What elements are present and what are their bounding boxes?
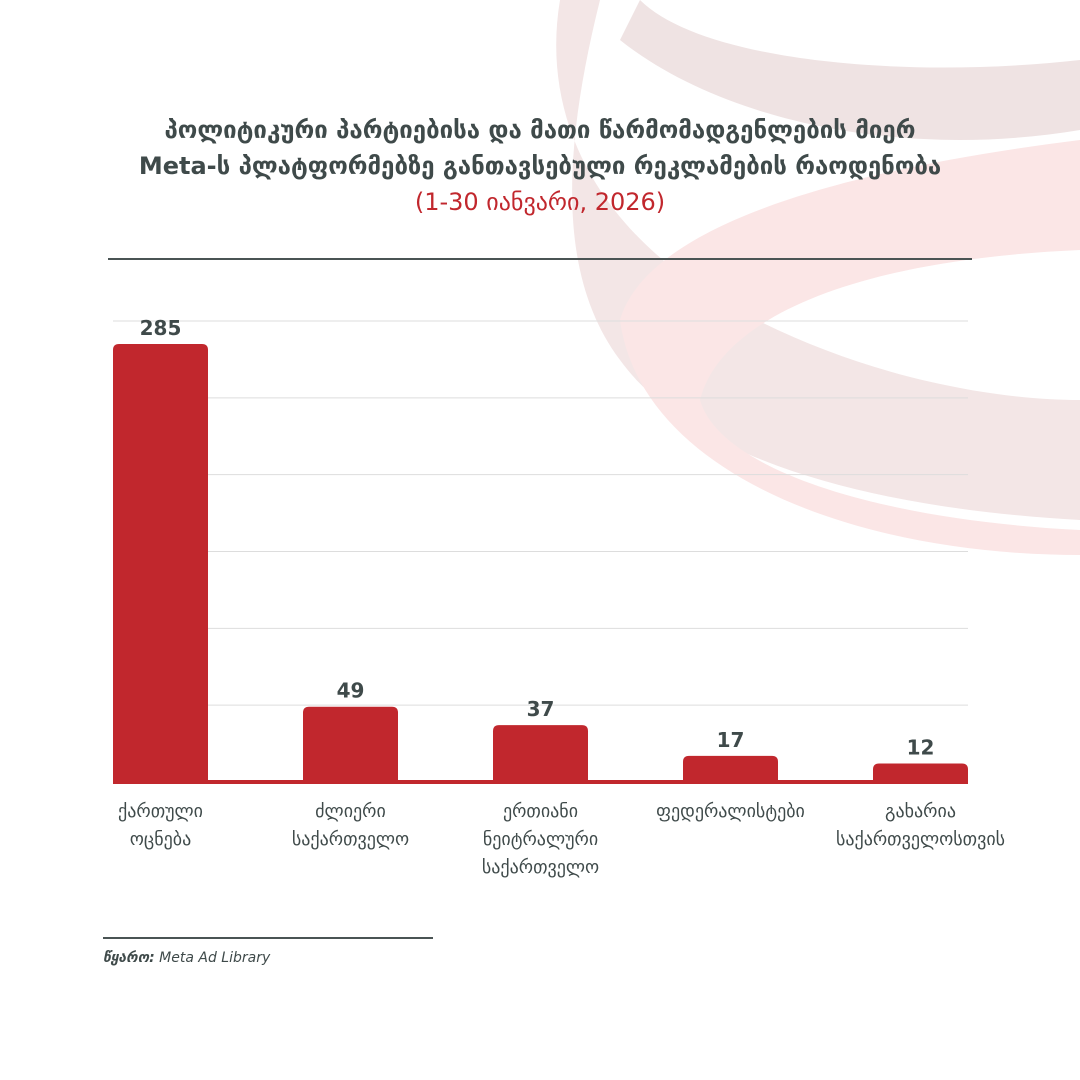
- bar: [873, 763, 968, 782]
- bar: [683, 755, 778, 782]
- value-label: 285: [140, 316, 182, 340]
- value-label: 49: [337, 679, 365, 703]
- chart-title-line-2: Meta-ს პლატფორმებზე განთავსებული რეკლამე…: [138, 152, 942, 180]
- x-tick-label: ძლიერი საქართველო: [291, 801, 410, 850]
- source-label: წყარო:: [103, 950, 155, 966]
- value-label: 37: [527, 697, 555, 721]
- bar: [303, 706, 398, 782]
- chart-title-line-1: პოლიტიკური პარტიებისა და მათი წარმომადგე…: [164, 116, 916, 144]
- title-divider: [108, 258, 972, 260]
- value-label: 12: [907, 736, 935, 760]
- chart-title: პოლიტიკური პარტიებისა და მათი წარმომადგე…: [0, 112, 1080, 184]
- x-tick-label: ფედერალისტები: [656, 801, 805, 822]
- x-tick-label: ერთიანი ნეიტრალური საქართველო: [481, 801, 600, 878]
- source-note: წყარო: Meta Ad Library: [103, 950, 270, 966]
- chart-subtitle: (1-30 იანვარი, 2026): [414, 188, 666, 216]
- x-tick-label: გახარია საქართველოსთვის: [835, 801, 1006, 850]
- x-tick-label: ქართული ოცნება: [118, 801, 203, 850]
- source-divider: [103, 937, 433, 939]
- bar: [113, 344, 208, 782]
- value-label: 17: [717, 728, 745, 752]
- source-text: Meta Ad Library: [159, 950, 271, 966]
- bar: [493, 725, 588, 782]
